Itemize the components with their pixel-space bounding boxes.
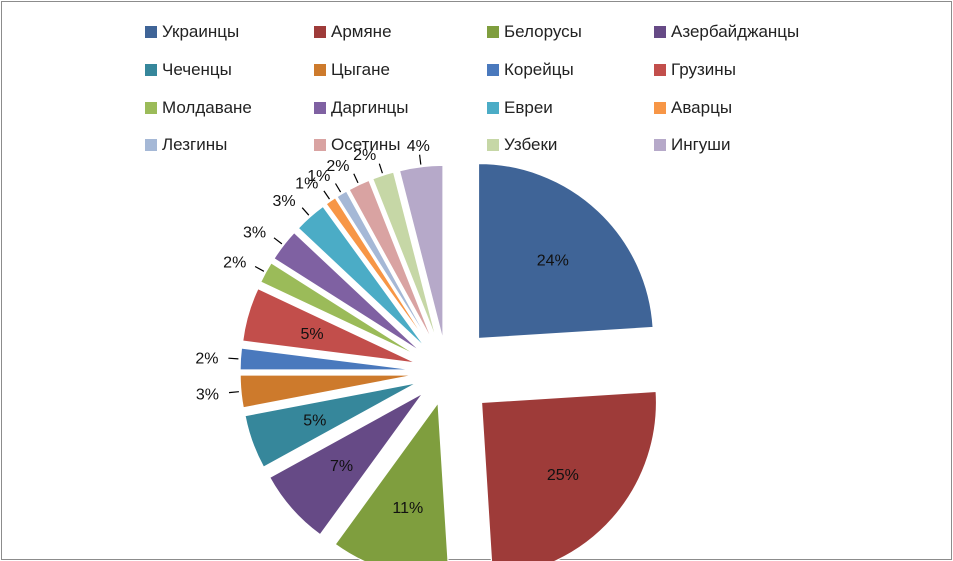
legend-swatch [487, 139, 499, 151]
legend-swatch [654, 102, 666, 114]
legend-item: Белорусы [487, 20, 582, 44]
legend-label: Узбеки [504, 135, 558, 154]
leader-line [254, 265, 265, 272]
legend-label: Чеченцы [162, 60, 232, 79]
pie-slice [325, 196, 430, 346]
leader-line [334, 183, 342, 193]
legend-swatch [654, 139, 666, 151]
legend-label: Цыгане [331, 60, 390, 79]
pie-slice [477, 162, 654, 340]
legend-item: Узбеки [487, 133, 557, 157]
data-label: 1% [307, 168, 330, 185]
pie-slice [239, 374, 416, 409]
legend-item: Азербайджанцы [654, 20, 799, 44]
pie-slice [334, 401, 449, 561]
legend-swatch [487, 64, 499, 76]
legend-item: Евреи [487, 96, 553, 120]
data-label: 2% [326, 158, 349, 175]
legend-item: Чеченцы [145, 58, 232, 82]
leader-line [228, 357, 239, 360]
legend-swatch [314, 139, 326, 151]
pie-slice [398, 164, 444, 341]
legend-swatch [654, 26, 666, 38]
legend-label: Осетины [331, 135, 401, 154]
legend-label: Аварцы [671, 98, 733, 117]
pie-slice [371, 171, 438, 342]
data-label: 24% [537, 252, 569, 269]
data-label: 2% [223, 255, 246, 272]
leader-line [353, 173, 359, 184]
legend-item: Аварцы [654, 96, 732, 120]
legend-label: Корейцы [504, 60, 574, 79]
leader-line [378, 163, 383, 174]
legend-item: Молдаване [145, 96, 252, 120]
pie-slice [239, 347, 416, 371]
leader-line [301, 207, 310, 216]
legend-item: Ингуши [654, 133, 730, 157]
legend-swatch [145, 64, 157, 76]
legend-swatch [145, 139, 157, 151]
legend-item: Корейцы [487, 58, 574, 82]
legend-label: Грузины [671, 60, 736, 79]
pie-slice [348, 179, 434, 344]
chart-legend: Украинцы Армяне Белорусы Азербайджанцы Чечен… [0, 0, 953, 160]
legend-label: Молдаване [162, 98, 252, 117]
leader-line [228, 391, 239, 394]
data-label: 5% [303, 413, 326, 430]
leader-line [323, 190, 330, 200]
data-label: 1% [295, 176, 318, 193]
legend-item: Армяне [314, 20, 392, 44]
leader-line [273, 237, 283, 245]
data-label: 3% [272, 193, 295, 210]
legend-item: Цыгане [314, 58, 390, 82]
pie-slice [336, 190, 432, 345]
legend-label: Евреи [504, 98, 553, 117]
legend-swatch [314, 26, 326, 38]
legend-item: Даргинцы [314, 96, 408, 120]
legend-item: Лезгины [145, 133, 227, 157]
data-label: 11% [392, 500, 423, 517]
data-label: 3% [196, 387, 219, 404]
pie-slice [241, 287, 417, 364]
legend-label: Азербайджанцы [671, 22, 800, 41]
legend-label: Белорусы [504, 22, 582, 41]
legend-item: Грузины [654, 58, 736, 82]
legend-item: Украинцы [145, 20, 239, 44]
pie-slice [244, 382, 418, 468]
legend-label: Украинцы [162, 22, 240, 41]
data-label: 2% [353, 147, 376, 164]
data-label: 2% [195, 351, 218, 368]
pie-slice [480, 390, 658, 561]
legend-label: Лезгины [162, 135, 228, 154]
legend-label: Ингуши [671, 135, 731, 154]
data-label: 7% [330, 458, 353, 475]
legend-swatch [145, 102, 157, 114]
legend-swatch [654, 64, 666, 76]
legend-label: Даргинцы [331, 98, 409, 117]
leader-line [419, 154, 422, 165]
pie-slice [297, 205, 427, 349]
data-label: 5% [301, 326, 324, 343]
legend-swatch [145, 26, 157, 38]
data-label: 3% [243, 225, 266, 242]
pie-slice [268, 392, 424, 536]
pie-slice [273, 231, 423, 353]
data-label: 25% [547, 467, 579, 484]
pie-slice [259, 261, 420, 358]
data-label: 4% [407, 138, 430, 155]
legend-swatch [487, 102, 499, 114]
legend-label: Армяне [331, 22, 392, 41]
legend-swatch [487, 26, 499, 38]
legend-item: Осетины [314, 133, 401, 157]
legend-swatch [314, 64, 326, 76]
legend-swatch [314, 102, 326, 114]
